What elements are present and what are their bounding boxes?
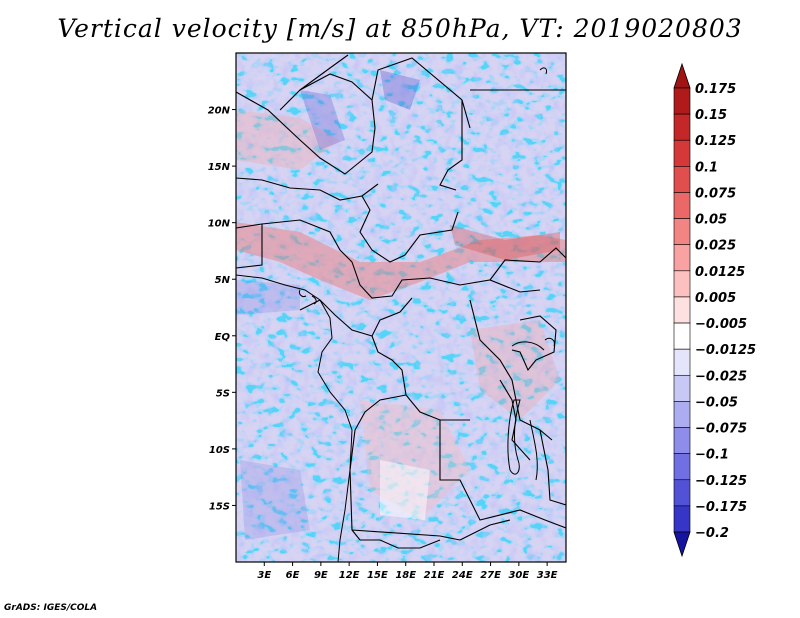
colorbar-swatch — [673, 427, 691, 454]
lon-tick-label: 24E — [452, 570, 473, 581]
grads-credit: GrADS: IGES/COLA — [4, 603, 98, 613]
colorbar-label: −0.1 — [695, 448, 729, 463]
lon-tick-label: 30E — [508, 570, 529, 581]
country-boundaries — [236, 54, 566, 549]
lon-tick-label: 18E — [395, 570, 416, 581]
colorbar-label: 0.1 — [695, 160, 718, 175]
colorbar-swatch — [673, 139, 691, 167]
coastlines — [236, 67, 555, 562]
colorbar-swatch — [673, 453, 691, 481]
lon-tick-label: 27E — [480, 570, 501, 581]
colorbar-label: 0.075 — [695, 186, 736, 201]
lon-tick-label: 6E — [286, 570, 300, 581]
colorbar-swatch — [673, 166, 691, 193]
colorbar-swatch — [673, 505, 691, 533]
lat-tick-label: 10S — [209, 445, 230, 456]
colorbar-swatch — [673, 244, 691, 272]
lon-tick-label: 21E — [424, 570, 445, 581]
colorbar-swatch — [673, 218, 691, 246]
lat-tick-label: 10N — [208, 219, 231, 230]
lon-tick-label: 12E — [339, 570, 360, 581]
lon-tick-label: 15E — [367, 570, 388, 581]
lon-tick-label: 33E — [537, 570, 558, 581]
longitude-axis: 3E 6E 9E 12E 15E 18E 21E 24E 27E 30E 33E — [257, 562, 558, 581]
colorbar-swatch — [673, 479, 691, 507]
colorbar-label: −0.025 — [695, 369, 747, 384]
colorbar-under-arrow — [673, 531, 691, 558]
map-frame — [235, 52, 567, 563]
colorbar-swatch — [673, 322, 691, 350]
colorbar-label: 0.125 — [695, 134, 736, 149]
colorbar-swatch — [673, 87, 691, 115]
colorbar-label: −0.0125 — [695, 343, 756, 358]
colorbar-label: 0.175 — [695, 82, 736, 97]
colorbar-label: −0.05 — [695, 395, 738, 410]
lon-tick-label: 3E — [257, 570, 271, 581]
colorbar-swatch — [673, 192, 691, 219]
lon-tick-label: 9E — [314, 570, 328, 581]
velocity-field — [236, 53, 566, 562]
colorbar-swatch — [673, 270, 691, 298]
colorbar-label: −0.075 — [695, 422, 747, 437]
lat-tick-label: 15S — [209, 501, 230, 512]
lat-tick-label: 20N — [208, 106, 231, 117]
lat-tick-label: EQ — [215, 332, 231, 343]
colorbar-swatch — [673, 296, 691, 324]
colorbar-swatch — [673, 113, 691, 141]
colorbar-label: 0.05 — [695, 213, 727, 228]
colorbar-swatch — [673, 401, 691, 428]
colorbar-label: 0.0125 — [695, 265, 745, 280]
colorbar-label: 0.15 — [695, 108, 727, 123]
colorbar-label: 0.025 — [695, 239, 736, 254]
latitude-axis: 20N 15N 10N 5N EQ 5S 10S 15S — [208, 106, 236, 512]
map-title: Vertical velocity [m/s] at 850hPa, VT: 2… — [57, 14, 743, 43]
colorbar-swatch — [673, 348, 691, 376]
colorbar-swatch — [673, 374, 691, 402]
colorbar-label: −0.125 — [695, 474, 747, 489]
colorbar-label: −0.175 — [695, 500, 747, 515]
colorbar-label: 0.005 — [695, 291, 736, 306]
lat-tick-label: 5S — [216, 388, 230, 399]
colorbar: 0.175 0.15 0.125 0.1 0.075 0.05 0.025 0.0125 0.0… — [673, 62, 756, 558]
colorbar-label: −0.2 — [695, 526, 729, 541]
lat-tick-label: 15N — [208, 162, 231, 173]
colorbar-over-arrow — [673, 62, 691, 89]
lat-tick-label: 5N — [215, 275, 231, 286]
colorbar-label: −0.005 — [695, 317, 747, 332]
